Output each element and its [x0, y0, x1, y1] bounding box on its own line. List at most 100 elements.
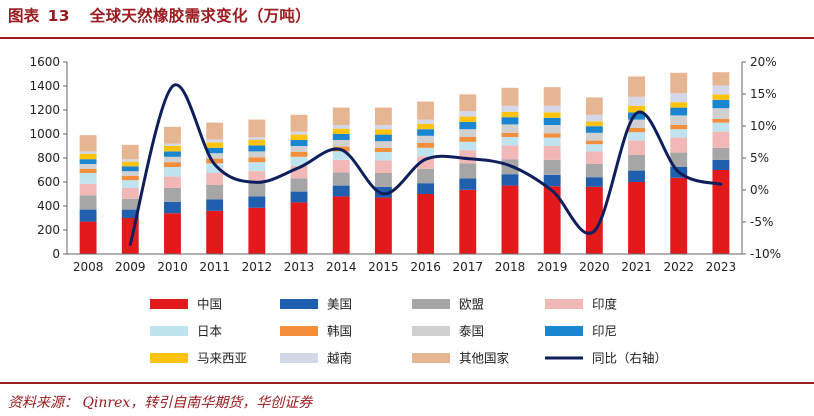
- bar-segment: [206, 142, 224, 148]
- x-tick-label: 2021: [621, 260, 652, 274]
- bar-segment: [712, 99, 730, 109]
- bar-segment: [206, 153, 224, 159]
- bar-segment: [79, 209, 97, 222]
- bar-segment: [248, 145, 266, 152]
- x-tick-label: 2009: [115, 260, 146, 274]
- left-tick-label: 1200: [29, 103, 60, 117]
- legend-label: 泰国: [459, 324, 484, 339]
- bar-segment: [121, 159, 139, 162]
- bar-segment: [585, 140, 603, 145]
- demand-chart: 0 200 400 600 800 1000 1200 1400 1600 -10% -5% 0% 5%…: [29, 55, 781, 366]
- bar-segment: [332, 134, 350, 140]
- bar-segment: [79, 164, 97, 169]
- bar-segment: [543, 117, 561, 125]
- bar-segment: [628, 76, 645, 97]
- legend-swatch: [412, 326, 450, 336]
- bar-segment: [290, 191, 308, 203]
- bar-segment: [248, 140, 266, 146]
- bar-segment: [290, 202, 308, 254]
- bar-segment: [459, 111, 477, 117]
- legend-label: 同比（右轴）: [592, 351, 667, 366]
- bar-segment: [628, 182, 645, 254]
- legend-label: 印尼: [592, 324, 617, 339]
- title-rule: [0, 37, 814, 39]
- bar-segment: [670, 152, 688, 167]
- bar-segment: [543, 137, 561, 146]
- bar-segment: [121, 171, 139, 176]
- bar-segment: [332, 107, 350, 125]
- bar-segment: [670, 72, 688, 94]
- bar-segment: [374, 141, 392, 148]
- bar-segment: [670, 137, 688, 153]
- bar-segment: [417, 168, 435, 184]
- legend-swatch: [150, 299, 188, 309]
- bar-segment: [459, 116, 477, 122]
- legend-swatch: [412, 299, 450, 309]
- bar-segment: [543, 186, 561, 254]
- bar-segment: [290, 146, 308, 152]
- legend-swatch: [150, 326, 188, 336]
- right-tick-label: 0%: [750, 183, 769, 197]
- bar-segment: [459, 137, 477, 142]
- left-tick-label: 1600: [29, 55, 60, 69]
- bar-segment: [332, 172, 350, 186]
- bar-segment: [290, 178, 308, 192]
- bar-segment: [628, 140, 645, 155]
- bar-segment: [459, 178, 477, 190]
- bar-segment: [164, 143, 181, 146]
- figure-title: 图表 13 全球天然橡胶需求变化（万吨）: [8, 4, 311, 26]
- x-tick-label: 2014: [326, 260, 357, 274]
- legend-label: 美国: [327, 297, 352, 312]
- bar-segment: [543, 87, 561, 106]
- bar-segment: [206, 122, 224, 140]
- bar-segment: [712, 119, 730, 123]
- bar-segment: [374, 186, 392, 198]
- bar-segment: [712, 108, 730, 119]
- bar-segment: [670, 125, 688, 130]
- right-tick-label: 20%: [750, 55, 777, 69]
- bar-segment: [417, 147, 435, 157]
- bar-segment: [332, 128, 350, 134]
- bar-segment: [501, 124, 519, 133]
- bar-segment: [248, 119, 266, 137]
- right-tick-label: 15%: [750, 87, 777, 101]
- bar-segment: [248, 157, 266, 163]
- bar-segment: [628, 155, 645, 171]
- source-note: 资料来源： Qinrex，转引自南华期货，华创证券: [8, 395, 313, 411]
- left-tick-label: 1400: [29, 79, 60, 93]
- bar-segment: [628, 119, 645, 128]
- bar-segment: [248, 162, 266, 172]
- bar-segment: [585, 144, 603, 152]
- footer-rule: [0, 382, 814, 384]
- legend-swatch: [412, 353, 450, 363]
- legend-label: 中国: [197, 297, 222, 312]
- bar-segment: [290, 152, 308, 157]
- x-tick-label: 2011: [199, 260, 230, 274]
- bar-segment: [459, 94, 477, 112]
- x-tick-label: 2019: [537, 260, 568, 274]
- bar-segment: [501, 132, 519, 137]
- bar-segment: [79, 173, 97, 184]
- bar-segment: [712, 94, 730, 100]
- bar-segment: [164, 156, 181, 163]
- bar-segment: [459, 189, 477, 254]
- bar-segment: [543, 133, 561, 138]
- bar-segment: [712, 122, 730, 132]
- bar-segment: [670, 129, 688, 138]
- bar-segment: [543, 112, 561, 118]
- legend-label: 马来西亚: [197, 351, 247, 366]
- bar-segment: [332, 151, 350, 160]
- x-tick-label: 2015: [368, 260, 399, 274]
- bar-segment: [543, 146, 561, 160]
- x-tick-label: 2022: [663, 260, 694, 274]
- bar-segment: [670, 177, 688, 254]
- left-tick-label: 800: [37, 151, 60, 165]
- bar-segment: [501, 117, 519, 125]
- bar-segment: [206, 158, 224, 164]
- bar-segment: [459, 122, 477, 130]
- axes-layer: 0 200 400 600 800 1000 1200 1400 1600 -10% -5% 0% 5%…: [29, 55, 781, 274]
- bar-segment: [417, 183, 435, 194]
- x-tick-label: 2016: [410, 260, 441, 274]
- bar-segment: [712, 85, 730, 95]
- x-tick-label: 2010: [157, 260, 188, 274]
